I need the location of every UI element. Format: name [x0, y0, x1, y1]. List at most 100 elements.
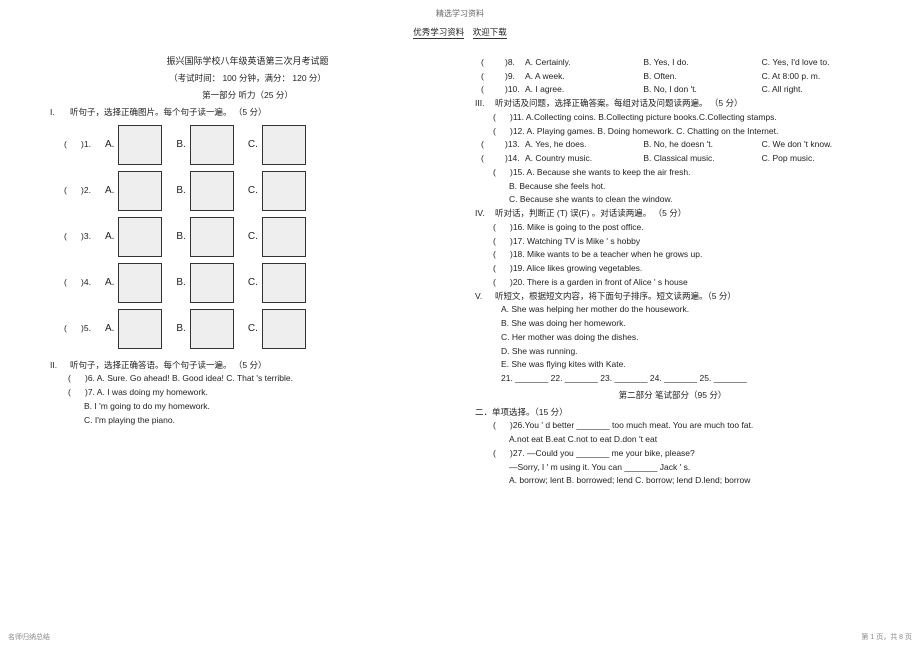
paren: ( )	[64, 184, 84, 197]
q9-c: C. At 8:00 p. m.	[762, 70, 880, 83]
q26: ( )26.You ' d better _______ too much me…	[465, 419, 880, 432]
q13-a: A. Yes, he does.	[525, 138, 643, 151]
q13: ( )13. A. Yes, he does.B. No, he doesn '…	[481, 138, 880, 151]
q14: ( )14. A. Country music.B. Classical mus…	[481, 152, 880, 165]
picture-placeholder	[262, 171, 306, 211]
q20-text: )20. There is a garden in front of Alice…	[510, 277, 688, 287]
q13-b: B. No, he doesn 't.	[643, 138, 761, 151]
q27a-text: )27. —Could you _______ me your bike, pl…	[510, 448, 695, 458]
picture-placeholder	[190, 217, 234, 257]
exam-title: 振兴国际学校八年级英语第三次月考试题	[40, 55, 455, 69]
picture-placeholder	[190, 171, 234, 211]
columns: 振兴国际学校八年级英语第三次月考试题 （考试时间： 100 分钟，满分： 120…	[0, 39, 920, 488]
picture-placeholder	[118, 263, 162, 303]
pic-row-2: ( )2. A. B. C.	[64, 171, 455, 211]
q10-n: )10.	[505, 83, 525, 96]
pic-label-b: B.	[176, 183, 185, 198]
q14-c: C. Pop music.	[762, 152, 880, 165]
sub-header: 优秀学习资料 欢迎下载	[0, 20, 920, 39]
q7c: C. I'm playing the piano.	[40, 414, 455, 427]
sec2-head: 二．单项选择。（15 分）	[465, 406, 880, 419]
q10-b: B. No, I don 't.	[643, 83, 761, 96]
q18: ( )18. Mike wants to be a teacher when h…	[465, 248, 880, 261]
q13-n: )13.	[505, 138, 525, 151]
q17-text: )17. Watching TV is Mike ' s hobby	[510, 236, 640, 246]
section-III-head: III.听对话及问题，选择正确答案。每组对话及问题读两遍。 （5 分）	[465, 97, 880, 110]
q27c: A. borrow; lent B. borrowed; lend C. bor…	[465, 474, 880, 487]
right-column: ( )8. A. Certainly.B. Yes, I do.C. Yes, …	[465, 55, 880, 488]
picture-placeholder	[262, 125, 306, 165]
q10-c: C. All right.	[762, 83, 880, 96]
q8-a: A. Certainly.	[525, 56, 643, 69]
pic-row-3: ( )3. A. B. C.	[64, 217, 455, 257]
picture-placeholder	[190, 125, 234, 165]
q13-c: C. We don 't know.	[762, 138, 880, 151]
exam-timing: （考试时间： 100 分钟，满分： 120 分）	[40, 72, 455, 85]
left-column: 振兴国际学校八年级英语第三次月考试题 （考试时间： 100 分钟，满分： 120…	[40, 55, 455, 488]
q19: ( )19. Alice likes growing vegetables.	[465, 262, 880, 275]
pic-label-c: C.	[248, 321, 258, 336]
q8-n: )8.	[505, 56, 525, 69]
picture-placeholder	[262, 309, 306, 349]
pic-num: 2.	[84, 184, 91, 197]
q27a: ( )27. —Could you _______ me your bike, …	[465, 447, 880, 460]
q11-text: )11. A.Collecting coins. B.Collecting pi…	[510, 112, 777, 122]
pic-label-a: A.	[105, 183, 114, 198]
q26-opts: A.not eat B.eat C.not to eat D.don 't ea…	[465, 433, 880, 446]
picture-placeholder	[190, 263, 234, 303]
q7a: ( )7. A. I was doing my homework.	[40, 386, 455, 399]
pic-label-b: B.	[176, 137, 185, 152]
q6: ( )6. A. Sure. Go ahead! B. Good idea! C…	[40, 372, 455, 385]
q16: ( )16. Mike is going to the post office.	[465, 221, 880, 234]
section-IV-head: IV.听对话，判断正 (T) 误(F) 。对话读两遍。 （5 分）	[465, 207, 880, 220]
sub-header-b: 欢迎下载	[473, 27, 507, 39]
vE: E. She was flying kites with Kate.	[465, 358, 880, 371]
footer-left: 名师归纳总结	[8, 633, 50, 644]
pic-label-c: C.	[248, 229, 258, 244]
pic-label-a: A.	[105, 229, 114, 244]
pic-num: 3.	[84, 230, 91, 243]
part2-head: 第二部分 笔试部分（95 分）	[465, 389, 880, 402]
sub-header-a: 优秀学习资料	[413, 27, 464, 39]
I-text: 听句子，选择正确图片。每个句子读一遍。 （5 分）	[70, 107, 266, 117]
q19-text: )19. Alice likes growing vegetables.	[510, 263, 642, 273]
IV-text: 听对话，判断正 (T) 误(F) 。对话读两遍。 （5 分）	[495, 208, 686, 218]
vA: A. She was helping her mother do the hou…	[465, 303, 880, 316]
q14-n: )14.	[505, 152, 525, 165]
q8-b: B. Yes, I do.	[643, 56, 761, 69]
paren: ( )	[64, 230, 84, 243]
picture-placeholder	[262, 263, 306, 303]
q17: ( )17. Watching TV is Mike ' s hobby	[465, 235, 880, 248]
III-text: 听对话及问题，选择正确答案。每组对话及问题读两遍。 （5 分）	[495, 98, 742, 108]
q9-n: )9.	[505, 70, 525, 83]
q11: ( )11. A.Collecting coins. B.Collecting …	[465, 111, 880, 124]
pic-num: 4.	[84, 276, 91, 289]
paren: ( )	[64, 138, 84, 151]
q8: ( )8. A. Certainly.B. Yes, I do.C. Yes, …	[481, 56, 880, 69]
picture-placeholder	[262, 217, 306, 257]
paren: ( )	[64, 276, 84, 289]
picture-placeholder	[118, 171, 162, 211]
part1-head: 第一部分 听力（25 分）	[40, 89, 455, 102]
q9-a: A. A week.	[525, 70, 643, 83]
pic-label-b: B.	[176, 275, 185, 290]
q26-text: )26.You ' d better _______ too much meat…	[510, 420, 753, 430]
q20: ( )20. There is a garden in front of Ali…	[465, 276, 880, 289]
q14-b: B. Classical music.	[643, 152, 761, 165]
pic-label-c: C.	[248, 275, 258, 290]
q9-b: B. Often.	[643, 70, 761, 83]
pic-label-a: A.	[105, 321, 114, 336]
v-blanks: 21. _______ 22. _______ 23. _______ 24. …	[465, 372, 880, 385]
footer-right: 第 1 页，共 8 页	[861, 633, 912, 644]
picture-placeholder	[118, 309, 162, 349]
paren: ( )	[64, 322, 84, 335]
pic-label-b: B.	[176, 321, 185, 336]
pic-row-4: ( )4. A. B. C.	[64, 263, 455, 303]
vB: B. She was doing her homework.	[465, 317, 880, 330]
section-II-head: II.听句子，选择正确答语。每个句子读一遍。 （5 分）	[40, 359, 455, 372]
picture-placeholder	[118, 217, 162, 257]
picture-placeholder	[190, 309, 234, 349]
q15c: C. Because she wants to clean the window…	[465, 193, 880, 206]
q7b: B. I 'm going to do my homework.	[40, 400, 455, 413]
q7-text: )7. A. I was doing my homework.	[85, 387, 208, 397]
